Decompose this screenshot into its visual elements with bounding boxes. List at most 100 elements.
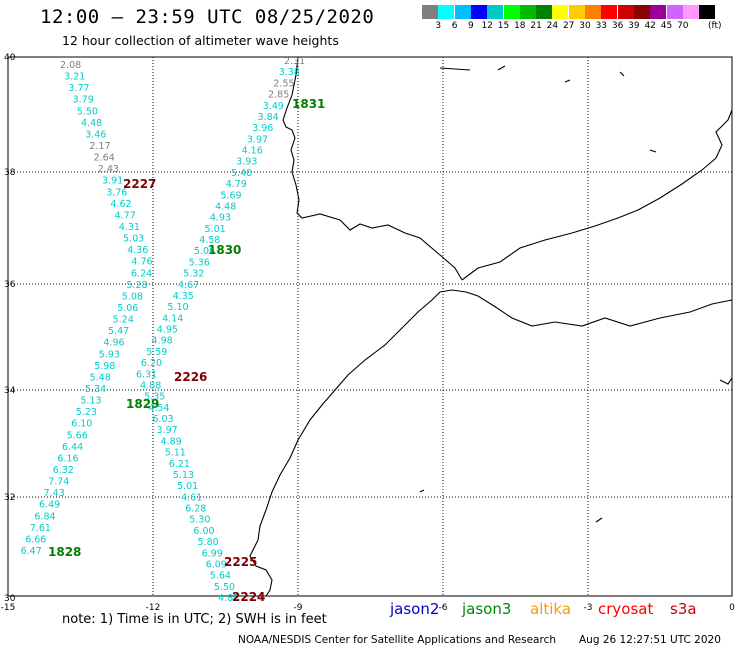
wave-height-value: 5.64 <box>210 571 231 582</box>
wave-height-value: 3.91 <box>102 176 123 187</box>
wave-height-value: 4.89 <box>161 436 182 447</box>
wave-height-value: 2.85 <box>268 90 289 101</box>
wave-height-value: 5.01 <box>205 224 226 235</box>
coastline-africa-north <box>465 291 733 327</box>
wave-height-value: 6.21 <box>169 459 190 470</box>
wave-height-value: 6.09 <box>206 559 227 570</box>
wave-height-value: 4.61 <box>181 492 202 503</box>
legend-swatch-label: 15 <box>497 21 510 31</box>
legend-swatch-label: 42 <box>644 21 656 31</box>
wave-height-value: 4.67 <box>178 280 199 291</box>
wave-height-value: 5.06 <box>194 246 215 257</box>
wave-height-value: 6.20 <box>141 358 162 369</box>
lon-tick: -9 <box>294 603 303 613</box>
map-title: 12:00 – 23:59 UTC 08/25/2020 <box>40 6 375 28</box>
lon-tick: 0 <box>729 603 735 613</box>
pass-time-label: 2225 <box>224 555 257 569</box>
wave-height-value: 6.16 <box>57 453 78 464</box>
wave-height-value: 4.79 <box>226 179 247 190</box>
lon-tick-labels: -15 -12 -9 -6 -3 0 <box>1 603 735 613</box>
legend-swatch <box>666 5 683 19</box>
wave-height-value: 4.36 <box>127 245 148 256</box>
wave-height-value: 7.43 <box>44 488 65 499</box>
wave-height-value: 5.32 <box>183 269 204 280</box>
wave-height-value: 4.85 <box>218 593 239 604</box>
legend-swatch <box>503 5 520 19</box>
wave-height-value: 5.50 <box>77 106 98 117</box>
wave-height-value: 6.24 <box>131 268 152 279</box>
map-subtitle: 12 hour collection of altimeter wave hei… <box>62 33 339 48</box>
lat-tick: 32 <box>4 493 15 503</box>
satellite-label-cryosat: cryosat <box>598 600 654 618</box>
wave-height-value: 5.35 <box>144 392 165 403</box>
wave-height-value: 3.93 <box>236 157 257 168</box>
wave-height-value: 6.84 <box>34 511 55 522</box>
wave-height-value: 4.98 <box>152 336 173 347</box>
wave-height-value: 5.06 <box>117 303 138 314</box>
wave-height-value: 6.99 <box>202 548 223 559</box>
legend-swatch-label: 36 <box>611 21 624 31</box>
legend-swatch-label: 21 <box>530 21 542 31</box>
wave-height-value: 3.97 <box>247 134 268 145</box>
wave-height-value: 4.54 <box>148 403 169 414</box>
legend-swatch-label: 6 <box>451 21 458 31</box>
legend-swatch <box>438 5 455 19</box>
legend-swatch-label: 3 <box>435 21 442 31</box>
wave-height-value: 5.98 <box>94 361 115 372</box>
wave-height-value: 5.47 <box>108 326 129 337</box>
legend-swatch <box>601 5 618 19</box>
footer-credit: NOAA/NESDIS Center for Satellite Applica… <box>238 634 556 646</box>
legend-unit: (ft) <box>708 21 722 31</box>
wave-height-value: 4.16 <box>242 146 263 157</box>
legend-swatch <box>617 5 634 19</box>
legend-swatch <box>585 5 601 19</box>
wave-height-value: 3.49 <box>263 101 284 112</box>
wave-height-value: 2.43 <box>98 164 119 175</box>
wave-height-value: 5.24 <box>113 315 134 326</box>
coastline-islands <box>419 65 733 523</box>
wave-height-value: 4.48 <box>215 201 236 212</box>
wave-height-value: 6.28 <box>185 504 206 515</box>
legend-swatch <box>682 5 699 19</box>
legend-swatch-label: 24 <box>546 21 559 31</box>
wave-height-value: 6.32 <box>53 465 74 476</box>
wave-height-value: 3.46 <box>85 129 106 140</box>
wave-height-value: 5.11 <box>165 448 186 459</box>
lon-tick: -3 <box>584 603 593 613</box>
lat-tick: 34 <box>4 386 16 396</box>
map-grid <box>8 57 732 596</box>
wave-height-value: 5.03 <box>123 234 144 245</box>
satellite-label-jason3: jason3 <box>462 600 512 618</box>
wave-height-value: 4.35 <box>173 291 194 302</box>
lat-tick: 40 <box>4 53 16 63</box>
wave-height-value: 5.01 <box>177 481 198 492</box>
pass-time-label: 1828 <box>48 545 81 559</box>
wave-height-value: 5.28 <box>126 280 147 291</box>
wave-height-value: 5.36 <box>189 257 210 268</box>
wave-height-value: 4.88 <box>140 380 161 391</box>
legend-swatch <box>536 5 553 19</box>
wave-height-value: 4.96 <box>103 338 124 349</box>
satellite-label-altika: altika <box>530 600 572 618</box>
legend-swatch <box>454 5 471 19</box>
legend-swatch <box>519 5 536 19</box>
wave-height-value: 4.48 <box>81 118 102 129</box>
coastline <box>249 56 733 597</box>
lon-tick: -6 <box>439 603 448 613</box>
pass-time-label: 1831 <box>292 97 325 111</box>
lon-tick: -12 <box>146 603 161 613</box>
wave-height-value: 3.79 <box>73 95 94 106</box>
wave-height-value: 4.77 <box>115 210 136 221</box>
wave-height-value: 3.38 <box>279 67 300 78</box>
wave-height-value: 3.76 <box>106 187 127 198</box>
coastline-iberia-south <box>461 109 733 281</box>
wave-height-value: 5.93 <box>99 349 120 360</box>
pass-time-label: 2227 <box>123 177 156 191</box>
wave-height-value: 2.55 <box>273 78 294 89</box>
satellite-label-s3a: s3a <box>670 600 697 618</box>
wave-height-value: 5.10 <box>167 302 188 313</box>
lat-tick: 36 <box>4 280 16 290</box>
legend-swatch <box>650 5 667 19</box>
pass-time-label: 1830 <box>208 243 241 257</box>
legend-swatch-label: 39 <box>628 21 640 31</box>
